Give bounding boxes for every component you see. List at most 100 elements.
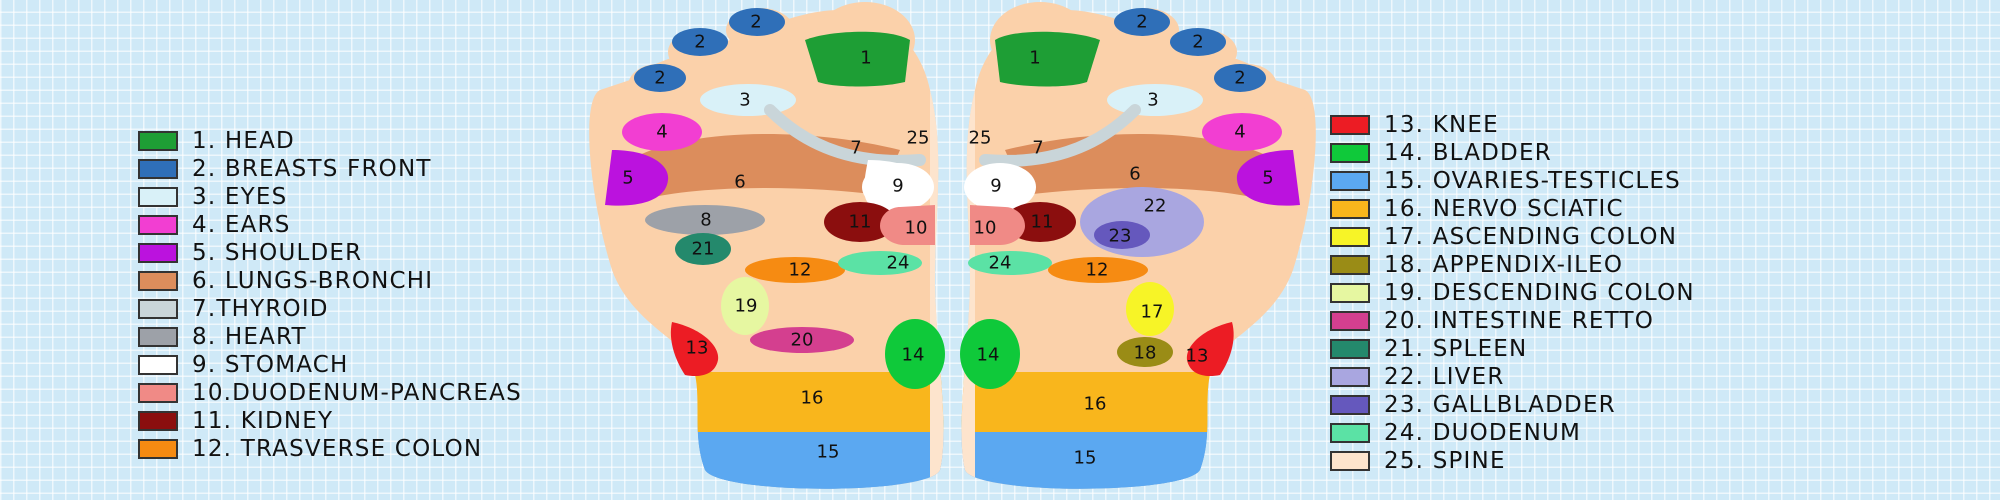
legend-item-lungs-bronchi: 6. LUNGS-BRONCHI — [138, 268, 433, 294]
right-zone-4-ears — [1202, 113, 1282, 151]
right-num-22: 22 — [1144, 196, 1167, 217]
legend-label: 20. INTESTINE RETTO — [1384, 308, 1655, 334]
legend-label: 10.DUODENUM-PANCREAS — [192, 380, 522, 406]
left-num-5: 5 — [622, 168, 633, 189]
legend-item-intestine-retto: 20. INTESTINE RETTO — [1330, 308, 1654, 334]
legend-label: 9. STOMACH — [192, 352, 349, 378]
legend-swatch — [1330, 367, 1370, 387]
legend-swatch — [138, 131, 178, 151]
left-num-2c: 2 — [654, 68, 665, 89]
left-num-11: 11 — [849, 212, 872, 233]
legend-label: 18. APPENDIX-ILEO — [1384, 252, 1624, 278]
right-zone-12-trasverse-colon — [1048, 257, 1148, 283]
legend-item-shoulder: 5. SHOULDER — [138, 240, 362, 266]
left-num-14: 14 — [902, 345, 925, 366]
legend-swatch — [138, 355, 178, 375]
legend-item-stomach: 9. STOMACH — [138, 352, 349, 378]
right-zone-14-bladder — [960, 319, 1020, 389]
right-num-16: 16 — [1084, 394, 1107, 415]
right-num-23: 23 — [1109, 226, 1132, 247]
left-num-8: 8 — [700, 210, 711, 231]
left-zone-24-duodenum — [838, 251, 922, 275]
left-num-25: 25 — [907, 128, 930, 149]
legend-swatch — [1330, 171, 1370, 191]
left-num-4: 4 — [656, 122, 667, 143]
left-zone-2-breast-b — [672, 28, 728, 56]
left-num-12: 12 — [789, 260, 812, 281]
right-num-3: 3 — [1147, 90, 1158, 111]
legend-label: 16. NERVO SCIATIC — [1384, 196, 1624, 222]
legend-item-head: 1. HEAD — [138, 128, 295, 154]
right-num-18: 18 — [1134, 343, 1157, 364]
legend-label: 19. DESCENDING COLON — [1384, 280, 1695, 306]
left-num-24: 24 — [887, 253, 910, 274]
legend-swatch — [1330, 339, 1370, 359]
legend-label: 8. HEART — [192, 324, 307, 350]
legend-label: 6. LUNGS-BRONCHI — [192, 268, 434, 294]
legend-item-ovaries-testicles: 15. OVARIES-TESTICLES — [1330, 168, 1681, 194]
legend-item-duodenum: 24. DUODENUM — [1330, 420, 1581, 446]
left-num-1: 1 — [860, 48, 871, 69]
legend-item-spleen: 21. SPLEEN — [1330, 336, 1527, 362]
legend-label: 22. LIVER — [1384, 364, 1505, 390]
right-num-15: 15 — [1074, 448, 1097, 469]
right-num-7: 7 — [1032, 138, 1043, 159]
legend-label: 25. SPINE — [1384, 448, 1506, 474]
legend-swatch — [138, 215, 178, 235]
legend-swatch — [138, 299, 178, 319]
legend-label: 11. KIDNEY — [192, 408, 334, 434]
legend-swatch — [138, 159, 178, 179]
legend-swatch — [1330, 283, 1370, 303]
right-num-2b: 2 — [1192, 32, 1203, 53]
right-num-1: 1 — [1029, 48, 1040, 69]
left-num-2b: 2 — [694, 32, 705, 53]
right-num-2c: 2 — [1234, 68, 1245, 89]
legend-item-nervo-sciatic: 16. NERVO SCIATIC — [1330, 196, 1624, 222]
right-num-12: 12 — [1086, 260, 1109, 281]
legend-label: 14. BLADDER — [1384, 140, 1552, 166]
legend-item-trasverse-colon: 12. TRASVERSE COLON — [138, 436, 482, 462]
left-zone-2-breast-c — [634, 64, 686, 92]
left-zone-16-nervo-sciatic — [660, 372, 944, 432]
legend-label: 13. KNEE — [1384, 112, 1499, 138]
right-num-6: 6 — [1129, 164, 1140, 185]
left-zone-5-shoulder — [605, 150, 669, 206]
legend-swatch — [1330, 199, 1370, 219]
right-zone-16-nervo-sciatic — [961, 372, 1250, 432]
legend-item-descending-colon: 19. DESCENDING COLON — [1330, 280, 1695, 306]
left-zone-9-stomach-body — [862, 163, 934, 211]
legend-label: 21. SPLEEN — [1384, 336, 1528, 362]
left-zone-14-bladder — [885, 319, 945, 389]
right-num-24: 24 — [989, 253, 1012, 274]
legend-item-breasts-front: 2. BREASTS FRONT — [138, 156, 432, 182]
left-num-6: 6 — [734, 172, 745, 193]
legend-item-appendix-ileo: 18. APPENDIX-ILEO — [1330, 252, 1623, 278]
right-num-11: 11 — [1031, 212, 1054, 233]
left-num-3: 3 — [739, 90, 750, 111]
legend-swatch — [138, 271, 178, 291]
left-zone-7-thyroid — [764, 104, 926, 167]
legend-swatch — [138, 187, 178, 207]
left-num-19: 19 — [735, 296, 758, 317]
legend-label: 23. GALLBLADDER — [1384, 392, 1616, 418]
left-num-15: 15 — [817, 442, 840, 463]
right-zone-7-thyroid — [979, 104, 1141, 167]
left-zone-1-head — [805, 31, 910, 87]
legend-swatch — [138, 327, 178, 347]
right-zone-18-appendix-ileo — [1117, 337, 1173, 367]
right-num-4: 4 — [1234, 122, 1245, 143]
right-num-14: 14 — [977, 345, 1000, 366]
left-num-9: 9 — [892, 176, 903, 197]
left-num-13: 13 — [686, 338, 709, 359]
legend-item-bladder: 14. BLADDER — [1330, 140, 1552, 166]
legend-item-heart: 8. HEART — [138, 324, 307, 350]
legend-swatch — [1330, 395, 1370, 415]
legend-label: 5. SHOULDER — [192, 240, 363, 266]
right-zone-9-stomach — [964, 163, 1036, 211]
left-zone-2-breast-a — [729, 8, 785, 36]
right-num-10: 10 — [974, 218, 997, 239]
right-num-13: 13 — [1186, 346, 1209, 367]
right-zone-10-duodenum-pancreas — [970, 205, 1025, 245]
